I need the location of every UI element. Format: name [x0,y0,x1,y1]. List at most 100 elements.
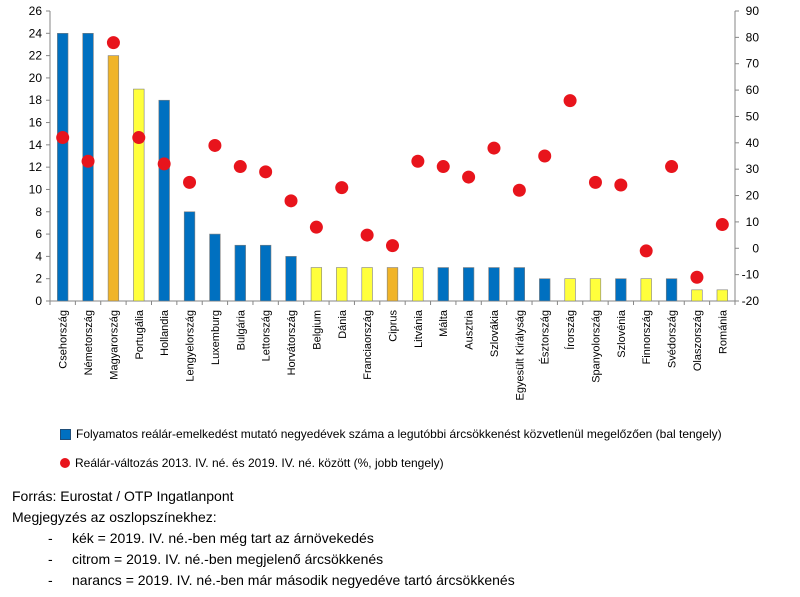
dot-marker [132,131,146,145]
left-tick-label: 16 [29,116,43,130]
right-tick-label: -10 [742,268,760,282]
bar [640,278,652,302]
dot-marker [715,218,729,232]
dot-marker [639,244,653,258]
right-tick-label: 40 [746,136,760,150]
bar [564,278,576,302]
category-label: Magyarország [108,310,120,380]
left-tick-label: 12 [29,160,43,174]
color-note-blue-text: kék = 2019. IV. né.-ben még tart az árnö… [72,530,374,546]
dot-marker [233,160,247,174]
bar [234,244,246,302]
legend-bars-swatch [60,428,71,440]
category-label: Bulgária [235,309,247,350]
bar [412,267,424,302]
left-tick-label: 0 [35,294,42,308]
dot-marker [436,160,450,174]
category-label: Szlovákia [489,309,501,357]
left-tick-label: 4 [35,249,42,263]
category-label: Málta [438,309,450,337]
bar [437,267,449,302]
dot-marker [538,149,552,163]
color-note-yellow-text: citrom = 2019. IV. né.-ben megjelenő árc… [72,551,384,567]
category-label: Németország [83,310,95,375]
bar [260,244,272,302]
bar [386,267,399,302]
bar [513,267,525,302]
category-label: Litvánia [413,309,425,348]
source-note: Forrás: Eurostat / OTP Ingatlanpont [12,488,234,504]
right-tick-label: 60 [746,83,760,97]
notes: Forrás: Eurostat / OTP Ingatlanpont Megj… [12,486,515,591]
category-label: Ausztria [464,309,476,350]
dot-marker [588,175,602,189]
dot-marker [106,36,120,50]
dot-marker [335,181,349,195]
category-label: Lengyelország [185,310,197,382]
category-label: Luxemburg [210,310,222,365]
bar [158,99,170,302]
bar [488,267,500,302]
category-label: Dánia [337,309,349,339]
dot-marker [411,154,425,168]
dot-marker [183,175,197,189]
bar [615,278,627,302]
dot-marker [563,94,577,108]
category-label: Észtország [539,310,552,364]
dot-marker [386,239,399,253]
category-label: Szlovénia [616,309,628,358]
left-tick-label: 6 [35,227,42,241]
category-label: Spanyolország [590,310,602,383]
dot-marker [690,270,704,284]
dot-marker [512,183,526,197]
bar [589,278,602,302]
legend-dots-label: Reálár-változás 2013. IV. né. és 2019. I… [75,456,444,470]
dot-marker [284,194,298,208]
category-label: Franciaország [362,310,374,380]
category-label: Hollandia [159,309,171,356]
right-tick-label: 50 [746,109,760,123]
dot-marker [487,141,501,155]
category-label: Svédország [667,310,679,368]
bar [107,55,120,302]
category-label: Olaszország [692,310,704,371]
left-tick-label: 26 [29,4,43,18]
bar [133,88,145,302]
bar [665,278,678,302]
right-tick-label: 30 [746,162,760,176]
category-label: Portugália [134,309,146,359]
left-tick-label: 2 [35,272,42,286]
legend-bars: Folyamatos reálár-emelkedést mutató negy… [60,427,722,441]
category-label: Horvátország [286,310,298,375]
dot-marker [614,178,628,192]
bar [361,267,373,302]
dot-marker [208,138,222,152]
dot-marker [56,131,70,145]
bar [57,33,69,302]
bar [462,267,475,302]
dot-marker [360,228,374,242]
legend-dots: Reálár-változás 2013. IV. né. és 2019. I… [60,456,444,470]
bar [183,211,196,302]
category-label: Lettország [261,310,273,361]
left-tick-label: 22 [29,49,43,63]
left-tick-label: 24 [29,26,43,40]
dot-marker [259,165,273,179]
category-label: Finnország [641,310,653,364]
category-label: Ciprus [388,310,400,342]
legend-bars-label: Folyamatos reálár-emelkedést mutató negy… [76,427,722,441]
color-note-heading: Megjegyzés az oszlopszínekhez: [12,509,217,525]
right-tick-label: -20 [742,294,760,308]
dot-marker [157,157,171,171]
category-label: Egyesült Királyság [514,310,526,401]
category-label: Belgium [311,310,323,350]
category-label: Románia [717,309,729,354]
legend-dots-marker [60,458,70,468]
color-note-yellow: - citrom = 2019. IV. né.-ben megjelenő ár… [48,551,384,567]
right-tick-label: 0 [752,241,759,255]
bar [285,256,297,302]
category-label: Csehország [58,310,70,369]
bar [209,233,221,302]
bar [716,289,728,302]
right-tick-label: 20 [746,189,760,203]
